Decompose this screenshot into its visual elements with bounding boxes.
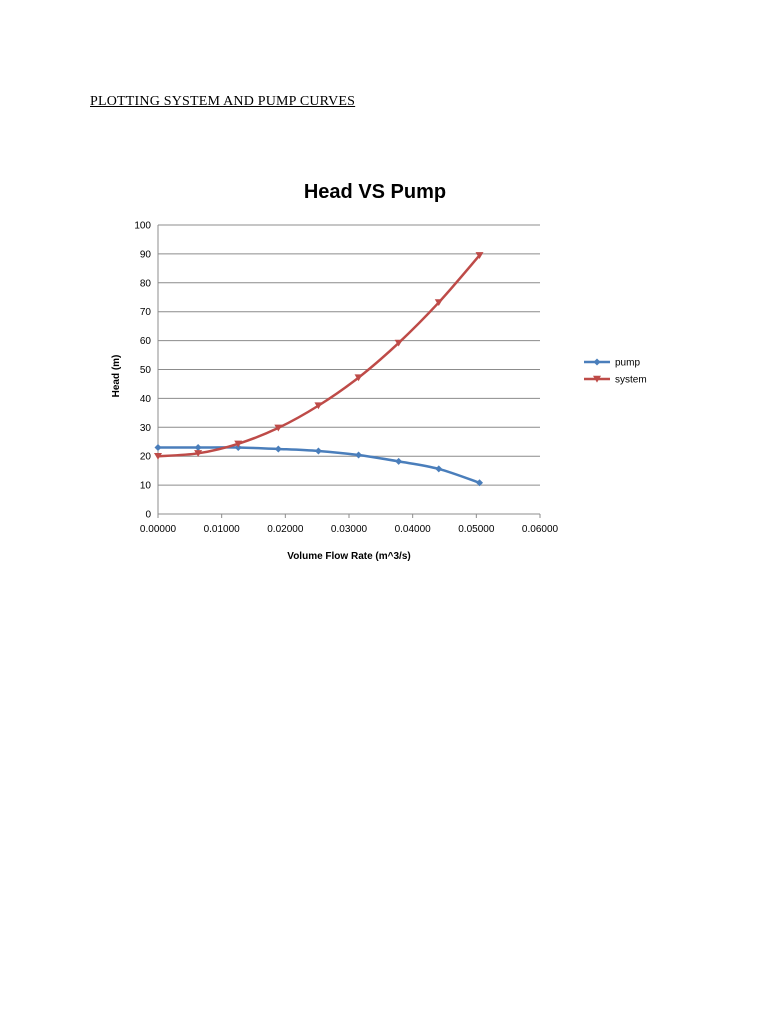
legend-marker-system bbox=[593, 375, 601, 383]
data-point-system bbox=[314, 402, 323, 410]
data-point-pump bbox=[435, 465, 443, 473]
y-tick-label: 50 bbox=[140, 365, 152, 376]
y-tick-label: 20 bbox=[140, 452, 152, 463]
legend-marker-pump bbox=[593, 358, 601, 366]
data-point-system bbox=[194, 450, 203, 457]
y-tick-label: 10 bbox=[140, 481, 152, 492]
data-point-system bbox=[274, 424, 283, 432]
series-system bbox=[154, 252, 484, 460]
data-point-pump bbox=[194, 444, 202, 452]
legend: pump system bbox=[584, 358, 647, 386]
x-tick-label: 0.01000 bbox=[204, 524, 241, 535]
x-tick-label: 0.06000 bbox=[522, 524, 559, 535]
x-tick-label: 0.04000 bbox=[395, 524, 432, 535]
data-point-system bbox=[154, 453, 162, 460]
data-point-system bbox=[434, 299, 443, 307]
data-point-system bbox=[234, 440, 243, 448]
data-point-system bbox=[354, 374, 363, 382]
data-point-pump bbox=[355, 451, 363, 459]
x-tick-label: 0.00000 bbox=[140, 524, 177, 535]
series-pump bbox=[154, 444, 484, 487]
x-tick-label: 0.03000 bbox=[331, 524, 368, 535]
x-axis-label: Volume Flow Rate (m^3/s) bbox=[287, 551, 410, 562]
series-layer bbox=[154, 252, 484, 487]
y-tick-label: 90 bbox=[140, 249, 152, 260]
x-tick-labels: 0.00000 0.01000 0.02000 0.03000 0.04000 0.050… bbox=[140, 524, 559, 535]
x-tick-label: 0.05000 bbox=[458, 524, 495, 535]
y-tick-label: 0 bbox=[145, 510, 151, 521]
legend-item-system: system bbox=[584, 375, 647, 386]
y-tick-label: 30 bbox=[140, 423, 152, 434]
gridlines bbox=[157, 224, 541, 518]
y-tick-labels: 0 10 20 30 40 50 60 70 80 90 100 bbox=[134, 221, 151, 521]
y-tick-label: 40 bbox=[140, 394, 152, 405]
y-tick-label: 70 bbox=[140, 307, 152, 318]
y-axis-label: Head (m) bbox=[111, 355, 122, 398]
document-heading: PLOTTING SYSTEM AND PUMP CURVES bbox=[90, 94, 356, 109]
legend-label-pump: pump bbox=[615, 358, 640, 369]
chart-title: Head VS Pump bbox=[304, 181, 446, 203]
x-tick-label: 0.02000 bbox=[267, 524, 304, 535]
series-line-system bbox=[157, 254, 481, 458]
data-point-pump bbox=[314, 447, 322, 455]
data-point-pump bbox=[154, 444, 162, 452]
data-point-pump bbox=[476, 479, 484, 487]
data-point-pump bbox=[274, 445, 282, 453]
legend-label-system: system bbox=[615, 375, 647, 386]
data-point-system bbox=[394, 339, 403, 347]
y-tick-label: 80 bbox=[140, 278, 152, 289]
data-point-pump bbox=[395, 457, 403, 465]
data-point-pump bbox=[234, 444, 242, 452]
legend-item-pump: pump bbox=[584, 358, 640, 369]
data-point-system bbox=[475, 252, 484, 259]
y-tick-label: 100 bbox=[134, 221, 151, 232]
y-tick-label: 60 bbox=[140, 336, 152, 347]
